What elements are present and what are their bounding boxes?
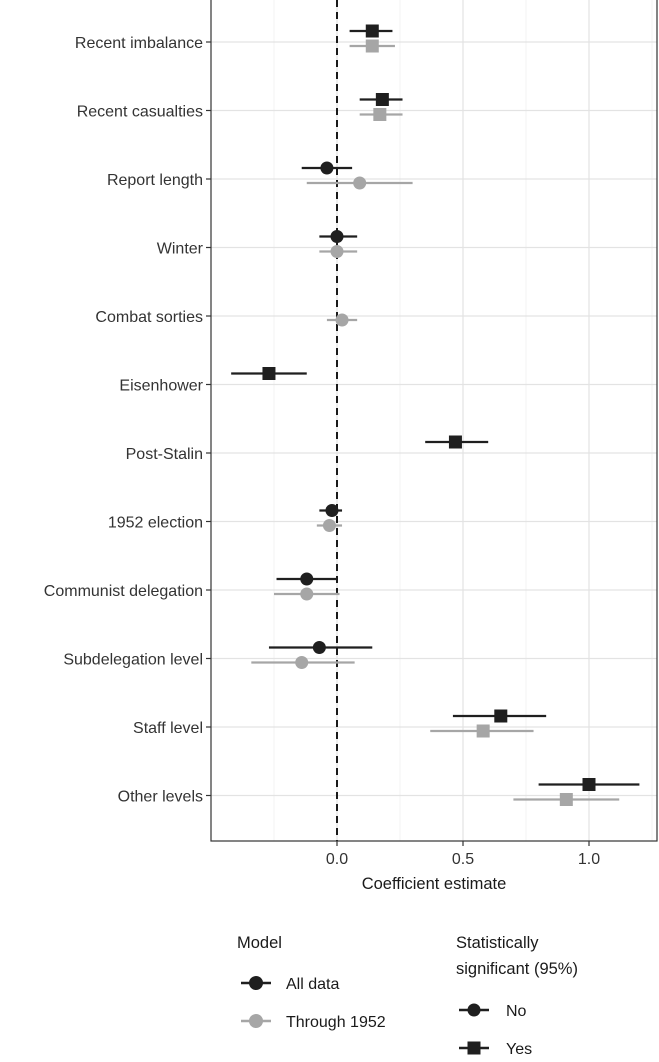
coef-point-group — [231, 367, 307, 380]
estimate-square — [262, 367, 276, 380]
estimate-circle — [300, 572, 314, 586]
coef-point-group — [452, 709, 547, 723]
estimate-square — [476, 724, 490, 738]
legend-significance-label: No — [506, 1003, 527, 1020]
legend-significance-label: Yes — [506, 1041, 532, 1058]
x-tick-label: 0.0 — [326, 851, 348, 868]
coef-point-group — [349, 39, 395, 53]
coef-point-group — [268, 641, 373, 654]
y-tick-label: Report length — [107, 172, 203, 189]
panel-border — [210, 0, 658, 842]
estimate-square — [365, 39, 379, 53]
coef-point-group — [276, 572, 337, 586]
coef-point-group — [301, 161, 353, 175]
legend-significance-key-square — [467, 1041, 481, 1055]
y-tick-label: Communist delegation — [44, 583, 203, 600]
y-tick-label: Staff level — [133, 720, 203, 737]
data-marks — [231, 24, 640, 806]
coef-point-group — [319, 230, 358, 243]
estimate-square — [559, 793, 573, 806]
estimate-square — [582, 778, 596, 791]
estimate-square — [375, 93, 389, 106]
y-tick-label: Combat sorties — [95, 309, 203, 326]
coef-point-group — [251, 656, 355, 669]
y-tick-label: Eisenhower — [119, 378, 203, 395]
legend-model-label: Through 1952 — [286, 1014, 386, 1031]
estimate-square — [365, 24, 379, 38]
coef-point-group — [306, 176, 413, 190]
y-tick-label: Recent imbalance — [75, 35, 203, 52]
legend-model-key-dot — [249, 1014, 263, 1028]
coef-point-group — [359, 108, 403, 121]
estimate-circle — [320, 161, 334, 175]
legend-model: Model All data Through 1952 — [237, 934, 386, 1031]
legend-significance-title-line2: significant (95%) — [456, 960, 578, 978]
estimate-circle — [322, 519, 336, 532]
y-tick-label: Subdelegation level — [63, 652, 203, 669]
x-tick-label: 0.5 — [452, 851, 474, 868]
estimate-circle — [325, 504, 339, 517]
y-tick-label: Winter — [157, 241, 204, 258]
estimate-circle — [330, 245, 344, 258]
coef-point-group — [274, 587, 340, 601]
x-tick-label: 1.0 — [578, 851, 600, 868]
y-tick-label: Post-Stalin — [126, 446, 203, 463]
estimate-square — [373, 108, 387, 121]
legend-significance: Statistically significant (95%) No Yes — [456, 934, 578, 1058]
legend-model-label: All data — [286, 976, 339, 993]
coef-point-group — [319, 504, 343, 517]
legend-model-title: Model — [237, 934, 282, 952]
coef-point-group — [319, 245, 358, 258]
estimate-square — [448, 435, 462, 449]
coef-point-group — [513, 793, 620, 806]
legend-model-key-dot — [249, 976, 263, 990]
coef-point-group — [430, 724, 534, 738]
coef-point-group — [316, 519, 343, 532]
estimate-circle — [335, 313, 349, 327]
grid — [211, 0, 657, 841]
coef-point-group — [349, 24, 393, 38]
estimate-square — [494, 709, 508, 723]
estimate-circle — [300, 587, 314, 601]
estimate-circle — [330, 230, 344, 243]
estimate-circle — [353, 176, 367, 190]
coef-point-group — [359, 93, 403, 106]
coef-point-group — [326, 313, 358, 327]
x-axis-title: Coefficient estimate — [362, 875, 507, 893]
legend-significance-title-line1: Statistically — [456, 934, 539, 952]
y-tick-label: Other levels — [118, 789, 203, 806]
y-tick-label: 1952 election — [108, 515, 203, 532]
coef-point-group — [538, 778, 640, 791]
axes: Recent imbalance Recent casualties Report … — [44, 0, 658, 868]
legend-significance-key-circle — [467, 1003, 481, 1017]
y-tick-label: Recent casualties — [77, 104, 203, 121]
coef-point-group — [425, 435, 489, 449]
estimate-circle — [312, 641, 326, 654]
estimate-circle — [295, 656, 309, 669]
